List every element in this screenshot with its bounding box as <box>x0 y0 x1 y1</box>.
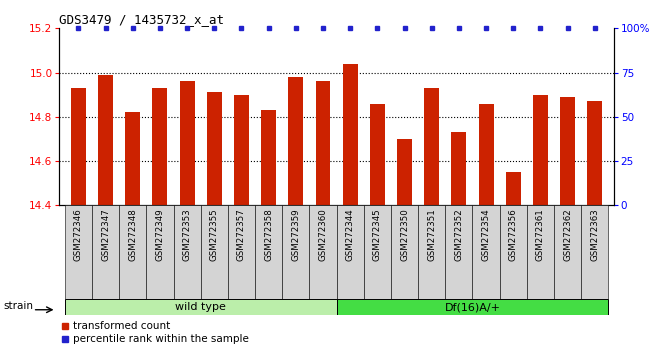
Bar <box>343 64 358 205</box>
Bar <box>261 110 276 205</box>
Text: GSM272359: GSM272359 <box>291 208 300 261</box>
Bar <box>288 77 304 205</box>
Bar <box>234 95 249 205</box>
Bar <box>207 92 222 205</box>
Text: GSM272350: GSM272350 <box>400 208 409 261</box>
Bar <box>473 205 500 299</box>
Bar <box>65 205 92 299</box>
Bar <box>397 139 412 205</box>
Text: GSM272355: GSM272355 <box>210 208 219 261</box>
Bar <box>533 95 548 205</box>
Text: GSM272346: GSM272346 <box>74 208 83 261</box>
Bar <box>315 81 331 205</box>
Text: percentile rank within the sample: percentile rank within the sample <box>73 334 249 344</box>
Bar <box>506 172 521 205</box>
Bar <box>228 205 255 299</box>
Bar <box>337 299 609 315</box>
Text: GSM272357: GSM272357 <box>237 208 246 261</box>
Bar <box>451 132 467 205</box>
Text: wild type: wild type <box>176 302 226 312</box>
Text: GSM272345: GSM272345 <box>373 208 382 261</box>
Bar <box>554 205 581 299</box>
Text: strain: strain <box>3 301 33 310</box>
Bar <box>446 205 473 299</box>
Bar <box>71 88 86 205</box>
Bar <box>201 205 228 299</box>
Text: Df(16)A/+: Df(16)A/+ <box>444 302 500 312</box>
Bar <box>255 205 282 299</box>
Bar <box>310 205 337 299</box>
Bar <box>174 205 201 299</box>
Text: GSM272352: GSM272352 <box>454 208 463 261</box>
Text: GSM272353: GSM272353 <box>183 208 191 261</box>
Bar <box>560 97 575 205</box>
Text: GSM272349: GSM272349 <box>156 208 164 261</box>
Text: GSM272362: GSM272362 <box>563 208 572 261</box>
Bar <box>500 205 527 299</box>
Text: GSM272347: GSM272347 <box>101 208 110 261</box>
Bar <box>147 205 174 299</box>
Text: GSM272361: GSM272361 <box>536 208 545 261</box>
Bar <box>337 205 364 299</box>
Text: GSM272358: GSM272358 <box>264 208 273 261</box>
Bar <box>587 101 603 205</box>
Bar <box>391 205 418 299</box>
Text: GSM272356: GSM272356 <box>509 208 517 261</box>
Bar <box>364 205 391 299</box>
Text: GSM272344: GSM272344 <box>346 208 354 261</box>
Text: GSM272351: GSM272351 <box>427 208 436 261</box>
Bar <box>119 205 147 299</box>
Bar <box>418 205 446 299</box>
Text: transformed count: transformed count <box>73 320 170 331</box>
Bar <box>125 112 141 205</box>
Text: GSM272360: GSM272360 <box>319 208 327 261</box>
Bar <box>581 205 609 299</box>
Bar <box>282 205 310 299</box>
Bar <box>180 81 195 205</box>
Text: GSM272363: GSM272363 <box>590 208 599 261</box>
Bar <box>65 299 337 315</box>
Text: GSM272348: GSM272348 <box>128 208 137 261</box>
Text: GSM272354: GSM272354 <box>482 208 490 261</box>
Bar <box>92 205 119 299</box>
Bar <box>98 75 113 205</box>
Bar <box>527 205 554 299</box>
Bar <box>370 103 385 205</box>
Bar <box>478 103 494 205</box>
Text: GDS3479 / 1435732_x_at: GDS3479 / 1435732_x_at <box>59 13 224 26</box>
Bar <box>152 88 168 205</box>
Bar <box>424 88 439 205</box>
